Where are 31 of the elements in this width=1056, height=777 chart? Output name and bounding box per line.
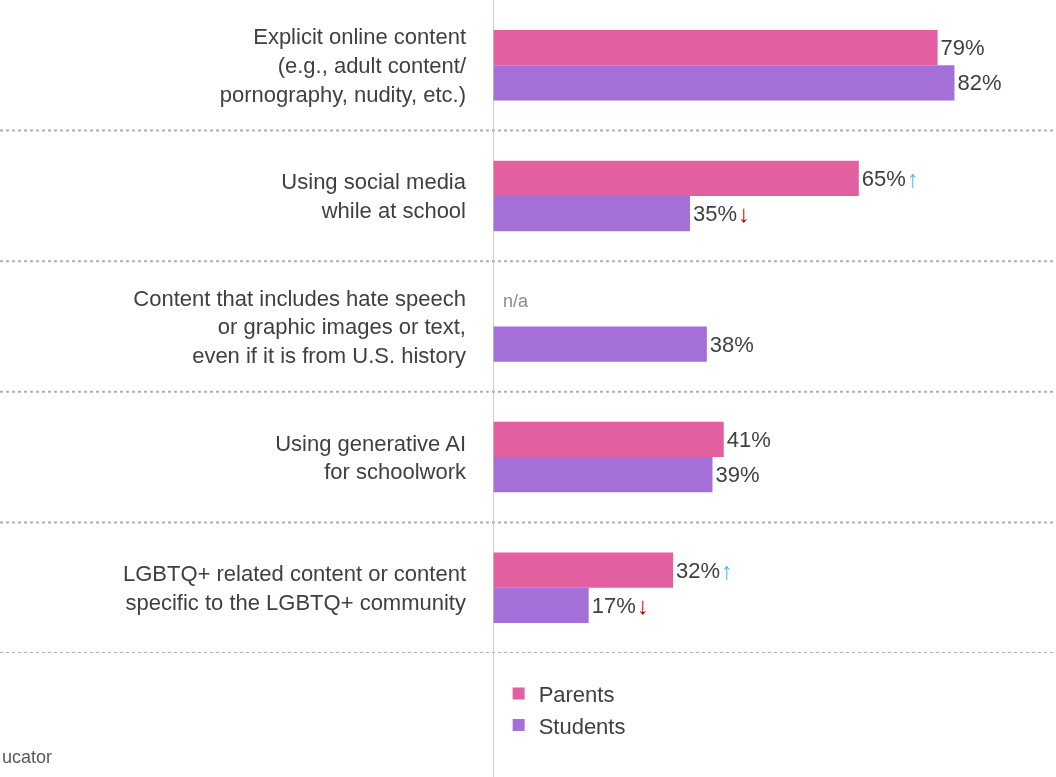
data-label: 65%: [861, 165, 906, 191]
bar: [493, 552, 674, 588]
bar: [493, 30, 938, 66]
y-tick-label: Using generative AI for schoolwork: [275, 430, 467, 485]
text: n/a: [503, 291, 529, 311]
annotation: ↓: [637, 592, 649, 619]
y-tick-label: LGBTQ+ related content or content specific to the LGBTQ+ community: [122, 561, 466, 615]
annotation: ↓: [738, 200, 750, 227]
data-label: 39%: [715, 462, 760, 488]
data-label: 38%: [709, 331, 754, 357]
data-label: 17%: [591, 592, 636, 618]
data-label: 32%: [676, 557, 721, 583]
bar: [493, 326, 707, 362]
bar: [493, 457, 713, 493]
legend-label: Students: [538, 713, 626, 739]
bar: [493, 65, 955, 101]
annotation: ↑: [907, 165, 919, 192]
data-label: 41%: [726, 426, 771, 452]
annotation: ↑: [721, 557, 733, 584]
bar: [493, 587, 589, 623]
y-tick-label: Using social media while at school: [281, 169, 467, 223]
data-label: 79%: [940, 35, 985, 61]
text: ucator: [2, 747, 53, 767]
bar: [493, 421, 724, 458]
data-label: 35%: [692, 201, 738, 227]
bar: [493, 195, 690, 232]
y-tick-label: Content that includes hate speech or graphic images or text, even if it is from U.S. history: [133, 285, 466, 368]
legend-label: Parents: [538, 681, 615, 707]
data-label: 82%: [957, 70, 1002, 96]
y-tick-label: Explicit online content (e.g., adult content/ pornography, nudity, etc.): [219, 24, 467, 107]
bar: [493, 160, 859, 196]
